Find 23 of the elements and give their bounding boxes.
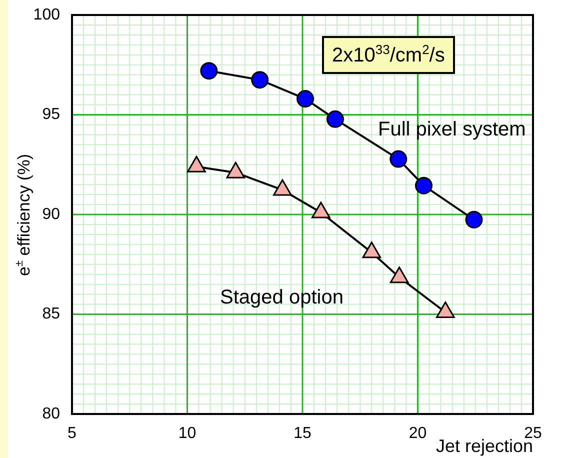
point: [465, 210, 483, 228]
point: [296, 90, 314, 108]
x-tick-label: 10: [178, 425, 196, 442]
y-tick-label: 90: [42, 206, 60, 223]
annotation: 2x10$^{33}$/cm$^{2}$/s: [322, 36, 455, 74]
x-tick-label: 25: [524, 425, 542, 442]
point: [273, 179, 292, 196]
x-tick-label: 15: [294, 425, 312, 442]
y-tick-label: 80: [42, 405, 60, 422]
x-tick-label: 5: [68, 425, 77, 442]
point: [390, 150, 408, 168]
x-tick-label: 20: [408, 425, 427, 442]
y-tick-label: 95: [42, 106, 60, 124]
point: [390, 266, 409, 284]
point: [436, 302, 455, 318]
y-tick-label: 85: [42, 306, 60, 323]
point: [312, 202, 330, 218]
point: [200, 62, 218, 80]
y-tick-label: 100: [33, 6, 60, 24]
point: [326, 110, 344, 128]
point: [414, 176, 432, 194]
point: [362, 242, 382, 258]
point: [251, 71, 269, 89]
